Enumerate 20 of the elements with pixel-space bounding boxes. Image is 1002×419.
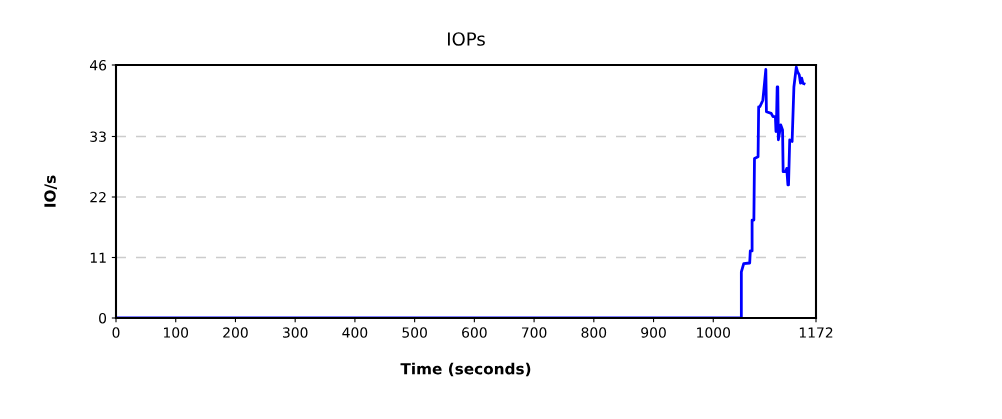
x-tick-label: 500: [402, 327, 427, 338]
y-tick-label: 46: [89, 59, 107, 71]
x-tick-label: 1172: [799, 327, 833, 338]
y-tick-label: 33: [90, 131, 106, 142]
x-tick-label: 0: [112, 327, 120, 338]
x-tick-label: 300: [282, 327, 308, 338]
x-tick-label: 200: [223, 327, 248, 338]
x-tick-label: 700: [521, 327, 547, 338]
x-tick-label: 1000: [697, 327, 731, 338]
y-tick-label: 22: [90, 191, 106, 203]
x-axis-title: Time (seconds): [400, 362, 531, 377]
x-tick-label: 600: [462, 327, 487, 338]
x-tick-label: 400: [342, 327, 368, 338]
y-tick-label: 0: [99, 312, 107, 324]
x-tick-label: 100: [164, 327, 189, 338]
y-axis-title: IO/s: [44, 175, 57, 207]
x-tick-label: 800: [581, 327, 607, 338]
chart-title: IOPs: [448, 32, 485, 46]
y-tick-label: 11: [90, 252, 106, 263]
x-tick-label: 900: [641, 327, 666, 338]
